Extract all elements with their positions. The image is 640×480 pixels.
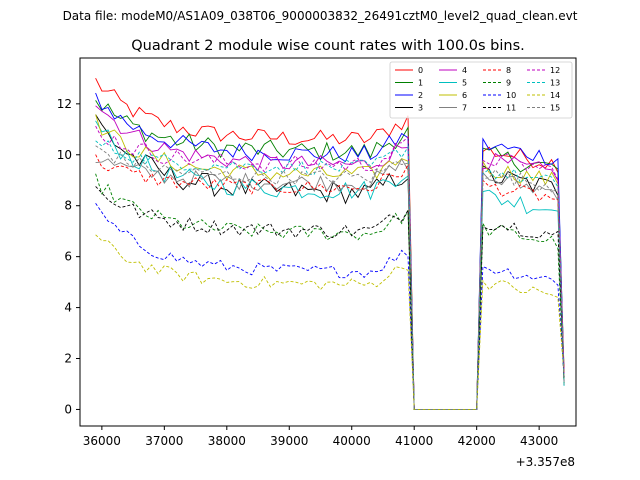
y-tick-label: 12 — [57, 97, 72, 111]
series-line-5 — [95, 120, 565, 410]
legend-label-11: 11 — [506, 104, 516, 113]
legend-box — [389, 61, 573, 119]
legend-label-5: 5 — [462, 79, 467, 88]
legend-label-1: 1 — [418, 79, 423, 88]
x-tick-label: 40000 — [333, 434, 371, 448]
series-line-7 — [95, 158, 565, 410]
series-line-14 — [95, 234, 565, 410]
chart-suptitle: Data file: modeM0/AS1A09_038T06_90000038… — [63, 9, 578, 23]
x-tick-label: 41000 — [395, 434, 433, 448]
series-line-12 — [95, 125, 565, 410]
legend-label-15: 15 — [550, 104, 560, 113]
plot-frame — [79, 57, 577, 427]
series-line-6 — [95, 114, 565, 410]
legend-label-10: 10 — [506, 91, 516, 100]
series-line-9 — [95, 173, 565, 410]
x-tick-label: 39000 — [270, 434, 308, 448]
plot-lines — [95, 78, 565, 410]
chart-title: Quadrant 2 module wise count rates with … — [131, 38, 525, 54]
series-line-11 — [95, 186, 565, 410]
x-tick-label: 43000 — [520, 434, 558, 448]
legend-label-12: 12 — [550, 66, 560, 75]
y-axis: 0 2 4 6 8 10 12 — [57, 97, 80, 416]
series-line-10 — [95, 203, 565, 410]
series-line-8 — [95, 154, 565, 410]
legend-label-2: 2 — [418, 91, 423, 100]
x-axis: 36000 37000 38000 39000 40000 41000 42000 43000 — [83, 426, 558, 448]
legend-label-7: 7 — [462, 104, 467, 113]
series-line-4 — [95, 105, 565, 410]
x-tick-label: 36000 — [83, 434, 121, 448]
legend-label-3: 3 — [418, 104, 423, 113]
y-tick-label: 4 — [64, 301, 72, 315]
y-tick-label: 2 — [64, 352, 72, 366]
legend-label-13: 13 — [550, 79, 560, 88]
series-line-15 — [95, 145, 565, 410]
x-tick-label: 42000 — [458, 434, 496, 448]
legend-label-14: 14 — [550, 91, 560, 100]
y-tick-label: 6 — [64, 250, 72, 264]
x-tick-label: 37000 — [145, 434, 183, 448]
series-line-1 — [95, 100, 565, 410]
x-offset-label: +3.357e8 — [516, 455, 575, 469]
y-tick-label: 10 — [57, 148, 72, 162]
legend-label-6: 6 — [462, 91, 467, 100]
series-line-13 — [95, 140, 565, 410]
series-line-2 — [95, 92, 565, 410]
y-tick-label: 8 — [64, 199, 72, 213]
legend-label-4: 4 — [462, 66, 467, 75]
y-tick-label: 0 — [64, 402, 72, 416]
legend-label-8: 8 — [506, 66, 511, 75]
legend-label-9: 9 — [506, 79, 511, 88]
legend-label-0: 0 — [418, 66, 423, 75]
x-tick-label: 38000 — [208, 434, 246, 448]
